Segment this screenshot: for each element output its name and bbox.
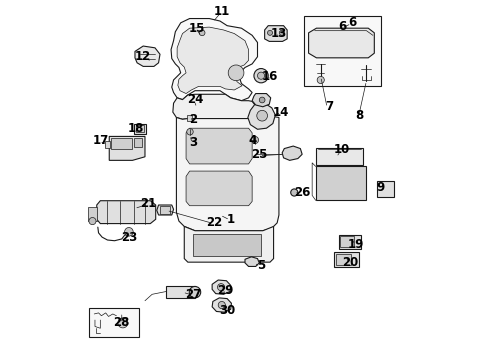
Polygon shape [109,136,145,160]
Text: 1: 1 [227,213,235,226]
Text: 28: 28 [114,316,130,329]
Text: 10: 10 [333,143,349,156]
Bar [304,17,381,86]
Bar [105,141,110,148]
Text: 6: 6 [338,20,346,33]
Circle shape [254,68,268,83]
Text: 6: 6 [348,15,356,28]
Polygon shape [282,146,302,160]
Text: 22: 22 [206,216,223,229]
Circle shape [218,284,224,291]
Text: 3: 3 [189,136,197,149]
Circle shape [257,111,268,121]
Circle shape [291,189,298,196]
Circle shape [317,76,324,84]
Polygon shape [173,94,258,119]
Polygon shape [248,103,275,129]
Bar [316,166,366,201]
Text: 24: 24 [187,93,203,106]
Text: 2: 2 [189,113,197,126]
Text: 13: 13 [271,27,287,40]
Polygon shape [171,18,258,101]
Bar [187,115,193,121]
Bar [193,234,261,256]
Text: 4: 4 [248,134,256,147]
Text: 7: 7 [325,100,333,113]
Bar [340,237,354,247]
Text: 5: 5 [257,259,265,272]
Bar [167,287,195,298]
Text: 8: 8 [355,109,364,122]
Bar [134,123,146,134]
Bar [134,138,143,147]
Text: 17: 17 [92,134,108,147]
Bar [336,253,351,265]
Polygon shape [265,26,287,41]
Bar [334,252,359,267]
Text: 16: 16 [262,70,278,83]
Bar [111,138,132,149]
Text: 30: 30 [219,304,235,317]
Polygon shape [97,201,156,224]
Polygon shape [186,171,252,206]
Bar [377,181,394,197]
Text: 9: 9 [377,181,385,194]
Text: 20: 20 [342,256,359,269]
Circle shape [258,72,265,79]
Polygon shape [184,226,273,262]
Text: 26: 26 [294,186,310,199]
Circle shape [199,30,205,36]
Circle shape [228,65,244,81]
Polygon shape [177,27,248,94]
Bar [339,235,361,249]
Polygon shape [157,205,173,215]
Polygon shape [135,46,160,66]
Bar [88,207,98,221]
Circle shape [251,136,259,144]
Polygon shape [186,128,252,164]
Circle shape [89,217,96,225]
Circle shape [118,318,128,328]
Text: 21: 21 [141,197,157,210]
Circle shape [279,30,284,35]
Bar [136,125,144,132]
Polygon shape [245,257,259,266]
Bar [160,206,171,214]
Text: 18: 18 [128,122,144,135]
Circle shape [268,30,272,35]
Polygon shape [212,280,231,294]
Circle shape [189,287,201,298]
Bar [317,148,363,165]
Text: 14: 14 [272,105,289,119]
Text: 12: 12 [135,50,151,63]
Polygon shape [212,298,231,312]
Polygon shape [252,94,270,107]
Text: 27: 27 [185,288,201,301]
Circle shape [259,97,265,103]
Text: 15: 15 [189,22,205,35]
Polygon shape [309,28,374,58]
Circle shape [218,301,225,309]
Text: 29: 29 [217,284,234,297]
Text: 23: 23 [121,231,137,244]
Polygon shape [176,114,279,231]
Text: 25: 25 [251,148,268,162]
Text: 19: 19 [347,238,364,251]
Text: 11: 11 [214,5,230,18]
Circle shape [124,228,133,236]
Circle shape [187,129,193,135]
Bar [89,308,139,337]
